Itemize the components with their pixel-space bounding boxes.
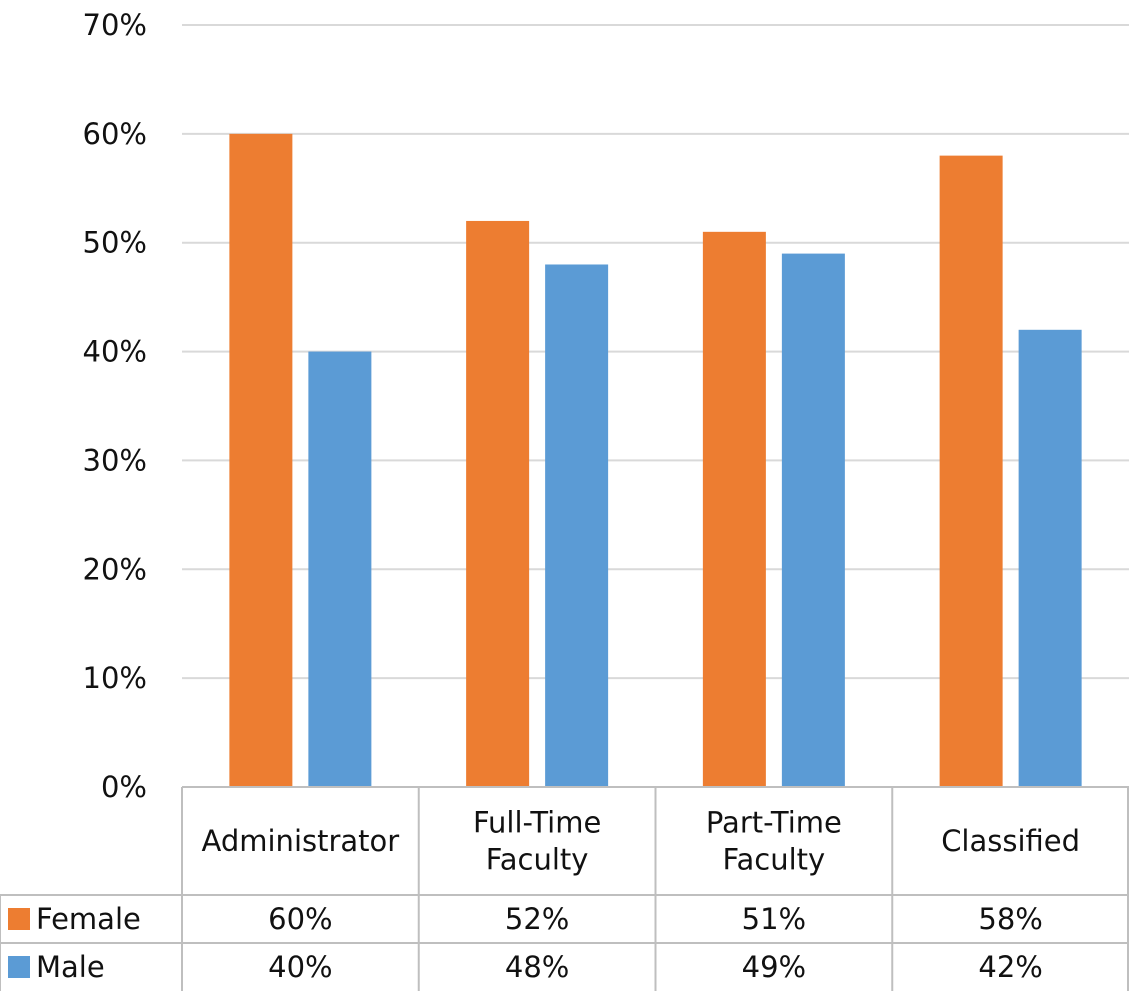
data-table: AdministratorFull-TimeFacultyPart-TimeFa… [0, 786, 1129, 991]
bar-female-1 [466, 220, 530, 787]
legend-key-male [8, 956, 30, 978]
bars [229, 133, 1082, 788]
y-tick-label: 70% [83, 8, 147, 42]
bar-female-3 [939, 155, 1003, 788]
y-axis-ticks: 0% 10% 20% 30% 40% 50% 60% 70% [83, 8, 147, 804]
data-label: 49% [742, 950, 806, 984]
data-label: 52% [505, 902, 569, 936]
y-tick-label: 10% [83, 661, 147, 695]
data-label: 48% [505, 950, 569, 984]
series-name: Male [36, 950, 105, 984]
bar-male-2 [781, 253, 845, 788]
bar-female-0 [229, 133, 293, 787]
y-tick-label: 20% [83, 552, 147, 586]
y-tick-label: 60% [83, 117, 147, 151]
bar-male-3 [1018, 329, 1082, 787]
bar-male-0 [308, 351, 372, 787]
data-label: 60% [268, 902, 332, 936]
category-label: Classified [941, 824, 1080, 858]
category-label: Faculty [723, 843, 826, 877]
y-tick-label: 50% [83, 226, 147, 260]
y-tick-label: 40% [83, 335, 147, 369]
legend-key-female [8, 908, 30, 930]
data-label: 58% [978, 902, 1042, 936]
category-label: Full-Time [473, 806, 601, 840]
data-label: 51% [742, 902, 806, 936]
y-tick-label: 30% [83, 443, 147, 477]
bar-female-2 [702, 231, 766, 788]
data-label: 40% [268, 950, 332, 984]
series-name: Female [36, 902, 141, 936]
y-tick-label: 0% [101, 770, 147, 804]
bar-male-1 [545, 264, 609, 787]
category-label: Faculty [486, 843, 589, 877]
category-label: Administrator [202, 824, 400, 858]
data-label: 42% [978, 950, 1042, 984]
category-label: Part-Time [706, 806, 842, 840]
